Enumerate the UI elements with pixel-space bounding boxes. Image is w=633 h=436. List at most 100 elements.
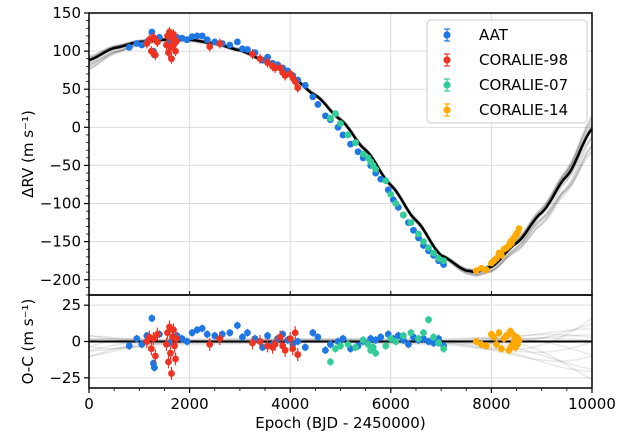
legend-marker: [443, 31, 451, 39]
residuals-point: [289, 345, 297, 353]
residuals-point: [440, 345, 448, 353]
rv-point: [264, 59, 271, 66]
residuals-point: [498, 345, 505, 353]
residuals-point: [151, 352, 159, 360]
rv-point: [344, 131, 352, 139]
residuals-point: [392, 338, 400, 345]
residuals-point: [148, 314, 156, 322]
rv-point: [198, 32, 206, 40]
rv-y-tick-label: −200: [40, 271, 81, 289]
rv-series-aat: [125, 28, 448, 268]
residuals-point: [472, 338, 480, 345]
residuals-point: [415, 335, 422, 342]
residuals-point: [163, 341, 170, 348]
rv-point: [430, 249, 437, 257]
residuals-point: [294, 351, 302, 358]
residuals-point: [172, 355, 179, 363]
residuals-point: [244, 329, 251, 337]
residuals-point: [503, 332, 510, 340]
rv-point: [372, 165, 380, 173]
legend-item-coralie-98: CORALIE-98: [443, 51, 568, 69]
legend-label: CORALIE-07: [479, 76, 568, 94]
legend-label: CORALIE-98: [479, 51, 568, 69]
rv-point: [226, 41, 234, 49]
residuals-point: [301, 343, 309, 351]
x-tick-label: 8000: [472, 395, 510, 413]
residuals-point: [138, 341, 146, 348]
residuals-point: [309, 329, 317, 337]
rv-y-tick-label: 50: [62, 80, 81, 98]
residuals-point: [203, 330, 211, 338]
rv-point: [359, 150, 367, 158]
rv-point: [216, 40, 224, 47]
residuals-point: [407, 329, 415, 337]
residuals-point: [188, 329, 196, 337]
rv-y-tick-label: 0: [71, 118, 81, 136]
residuals-point: [178, 335, 186, 342]
rv-point: [256, 55, 264, 63]
rv-y-axis-label: ΔRV (m s⁻¹): [19, 110, 37, 198]
residuals-axis-ticks: 250−250 2000 4000 6000 8000 10000: [49, 296, 616, 413]
residuals-data-points: [125, 314, 523, 380]
rv-point: [392, 200, 400, 207]
rv-point: [206, 43, 214, 50]
residuals-point: [425, 316, 432, 324]
residuals-point: [226, 329, 234, 337]
residuals-point: [183, 338, 191, 345]
rv-point: [154, 38, 161, 46]
residuals-point: [420, 329, 427, 337]
residuals-point: [394, 332, 402, 340]
rv-point: [440, 257, 448, 265]
rv-point: [151, 51, 159, 59]
residuals-point: [327, 341, 334, 348]
rv-point: [332, 110, 339, 118]
residuals-point: [167, 349, 174, 357]
rv-point: [420, 238, 427, 246]
residuals-point: [206, 341, 214, 348]
residuals-y-tick-label: 0: [71, 333, 81, 351]
residuals-y-axis-label: O-C (m s⁻¹): [19, 299, 37, 385]
rv-y-tick-label: −50: [49, 156, 81, 174]
residuals-point: [286, 335, 294, 342]
rv-y-tick-label: −100: [40, 195, 81, 213]
rv-axis-ticks: 150 100 50 0 −50 −100 −150 −200: [40, 4, 593, 296]
residuals-point: [165, 358, 172, 366]
rv-point: [482, 266, 490, 274]
residuals-point: [482, 342, 490, 350]
rv-point: [203, 36, 211, 44]
residuals-point: [495, 329, 503, 337]
rv-point: [309, 93, 317, 101]
residuals-point: [147, 345, 155, 353]
rv-point: [125, 43, 133, 51]
rv-point: [301, 82, 309, 89]
residuals-point: [372, 336, 380, 344]
rv-point: [173, 37, 180, 45]
rv-point: [515, 225, 523, 233]
legend-label: CORALIE-14: [479, 101, 568, 119]
rv-point: [239, 45, 246, 53]
rv-point: [183, 36, 191, 44]
rv-point: [193, 32, 201, 40]
residuals-point: [239, 333, 246, 341]
rv-point: [337, 120, 344, 127]
residuals-point: [493, 341, 500, 348]
residuals-point: [435, 339, 442, 347]
residuals-point: [430, 339, 437, 347]
rv-point: [352, 139, 359, 146]
residuals-point: [264, 332, 271, 340]
residuals-point: [154, 330, 161, 338]
residuals-panel: 250−250 2000 4000 6000 8000 10000 O-C (m s⁻¹)…: [19, 294, 616, 432]
rv-y-tick-label: 100: [52, 42, 81, 60]
rv-point: [498, 251, 505, 259]
rv-point: [493, 255, 500, 262]
residuals-point: [337, 342, 344, 350]
rv-point: [399, 211, 407, 219]
rv-point: [271, 64, 279, 72]
legend-marker: [443, 81, 451, 89]
rv-point: [327, 114, 334, 122]
residuals-series-coralie-07: [327, 315, 448, 366]
rv-point: [294, 84, 302, 92]
legend-marker: [443, 56, 451, 64]
residuals-point: [490, 333, 498, 341]
